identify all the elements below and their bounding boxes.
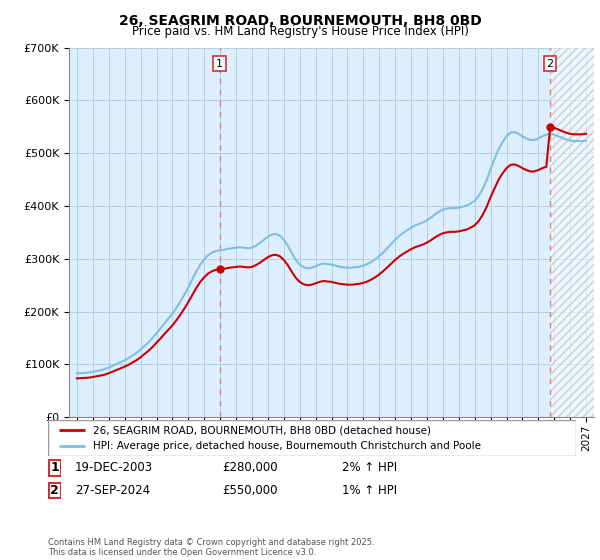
Bar (49, 483, 61, 498)
Text: 1: 1 (50, 461, 59, 474)
Text: Contains HM Land Registry data © Crown copyright and database right 2025.
This d: Contains HM Land Registry data © Crown c… (48, 538, 374, 557)
Text: 1% ↑ HPI: 1% ↑ HPI (342, 484, 397, 497)
Text: 2: 2 (50, 484, 59, 497)
Text: 19-DEC-2003: 19-DEC-2003 (75, 461, 153, 474)
Text: 27-SEP-2024: 27-SEP-2024 (75, 484, 150, 497)
Text: 2: 2 (547, 59, 554, 69)
Bar (49, 460, 61, 475)
Text: 1: 1 (216, 59, 223, 69)
Text: Price paid vs. HM Land Registry's House Price Index (HPI): Price paid vs. HM Land Registry's House … (131, 25, 469, 38)
Text: £550,000: £550,000 (222, 484, 277, 497)
Text: 26, SEAGRIM ROAD, BOURNEMOUTH, BH8 0BD: 26, SEAGRIM ROAD, BOURNEMOUTH, BH8 0BD (119, 14, 481, 28)
Bar (550, 48, 594, 417)
Text: 26, SEAGRIM ROAD, BOURNEMOUTH, BH8 0BD (detached house): 26, SEAGRIM ROAD, BOURNEMOUTH, BH8 0BD (… (93, 425, 431, 435)
Text: 2% ↑ HPI: 2% ↑ HPI (342, 461, 397, 474)
Text: £280,000: £280,000 (222, 461, 278, 474)
Text: HPI: Average price, detached house, Bournemouth Christchurch and Poole: HPI: Average price, detached house, Bour… (93, 441, 481, 451)
